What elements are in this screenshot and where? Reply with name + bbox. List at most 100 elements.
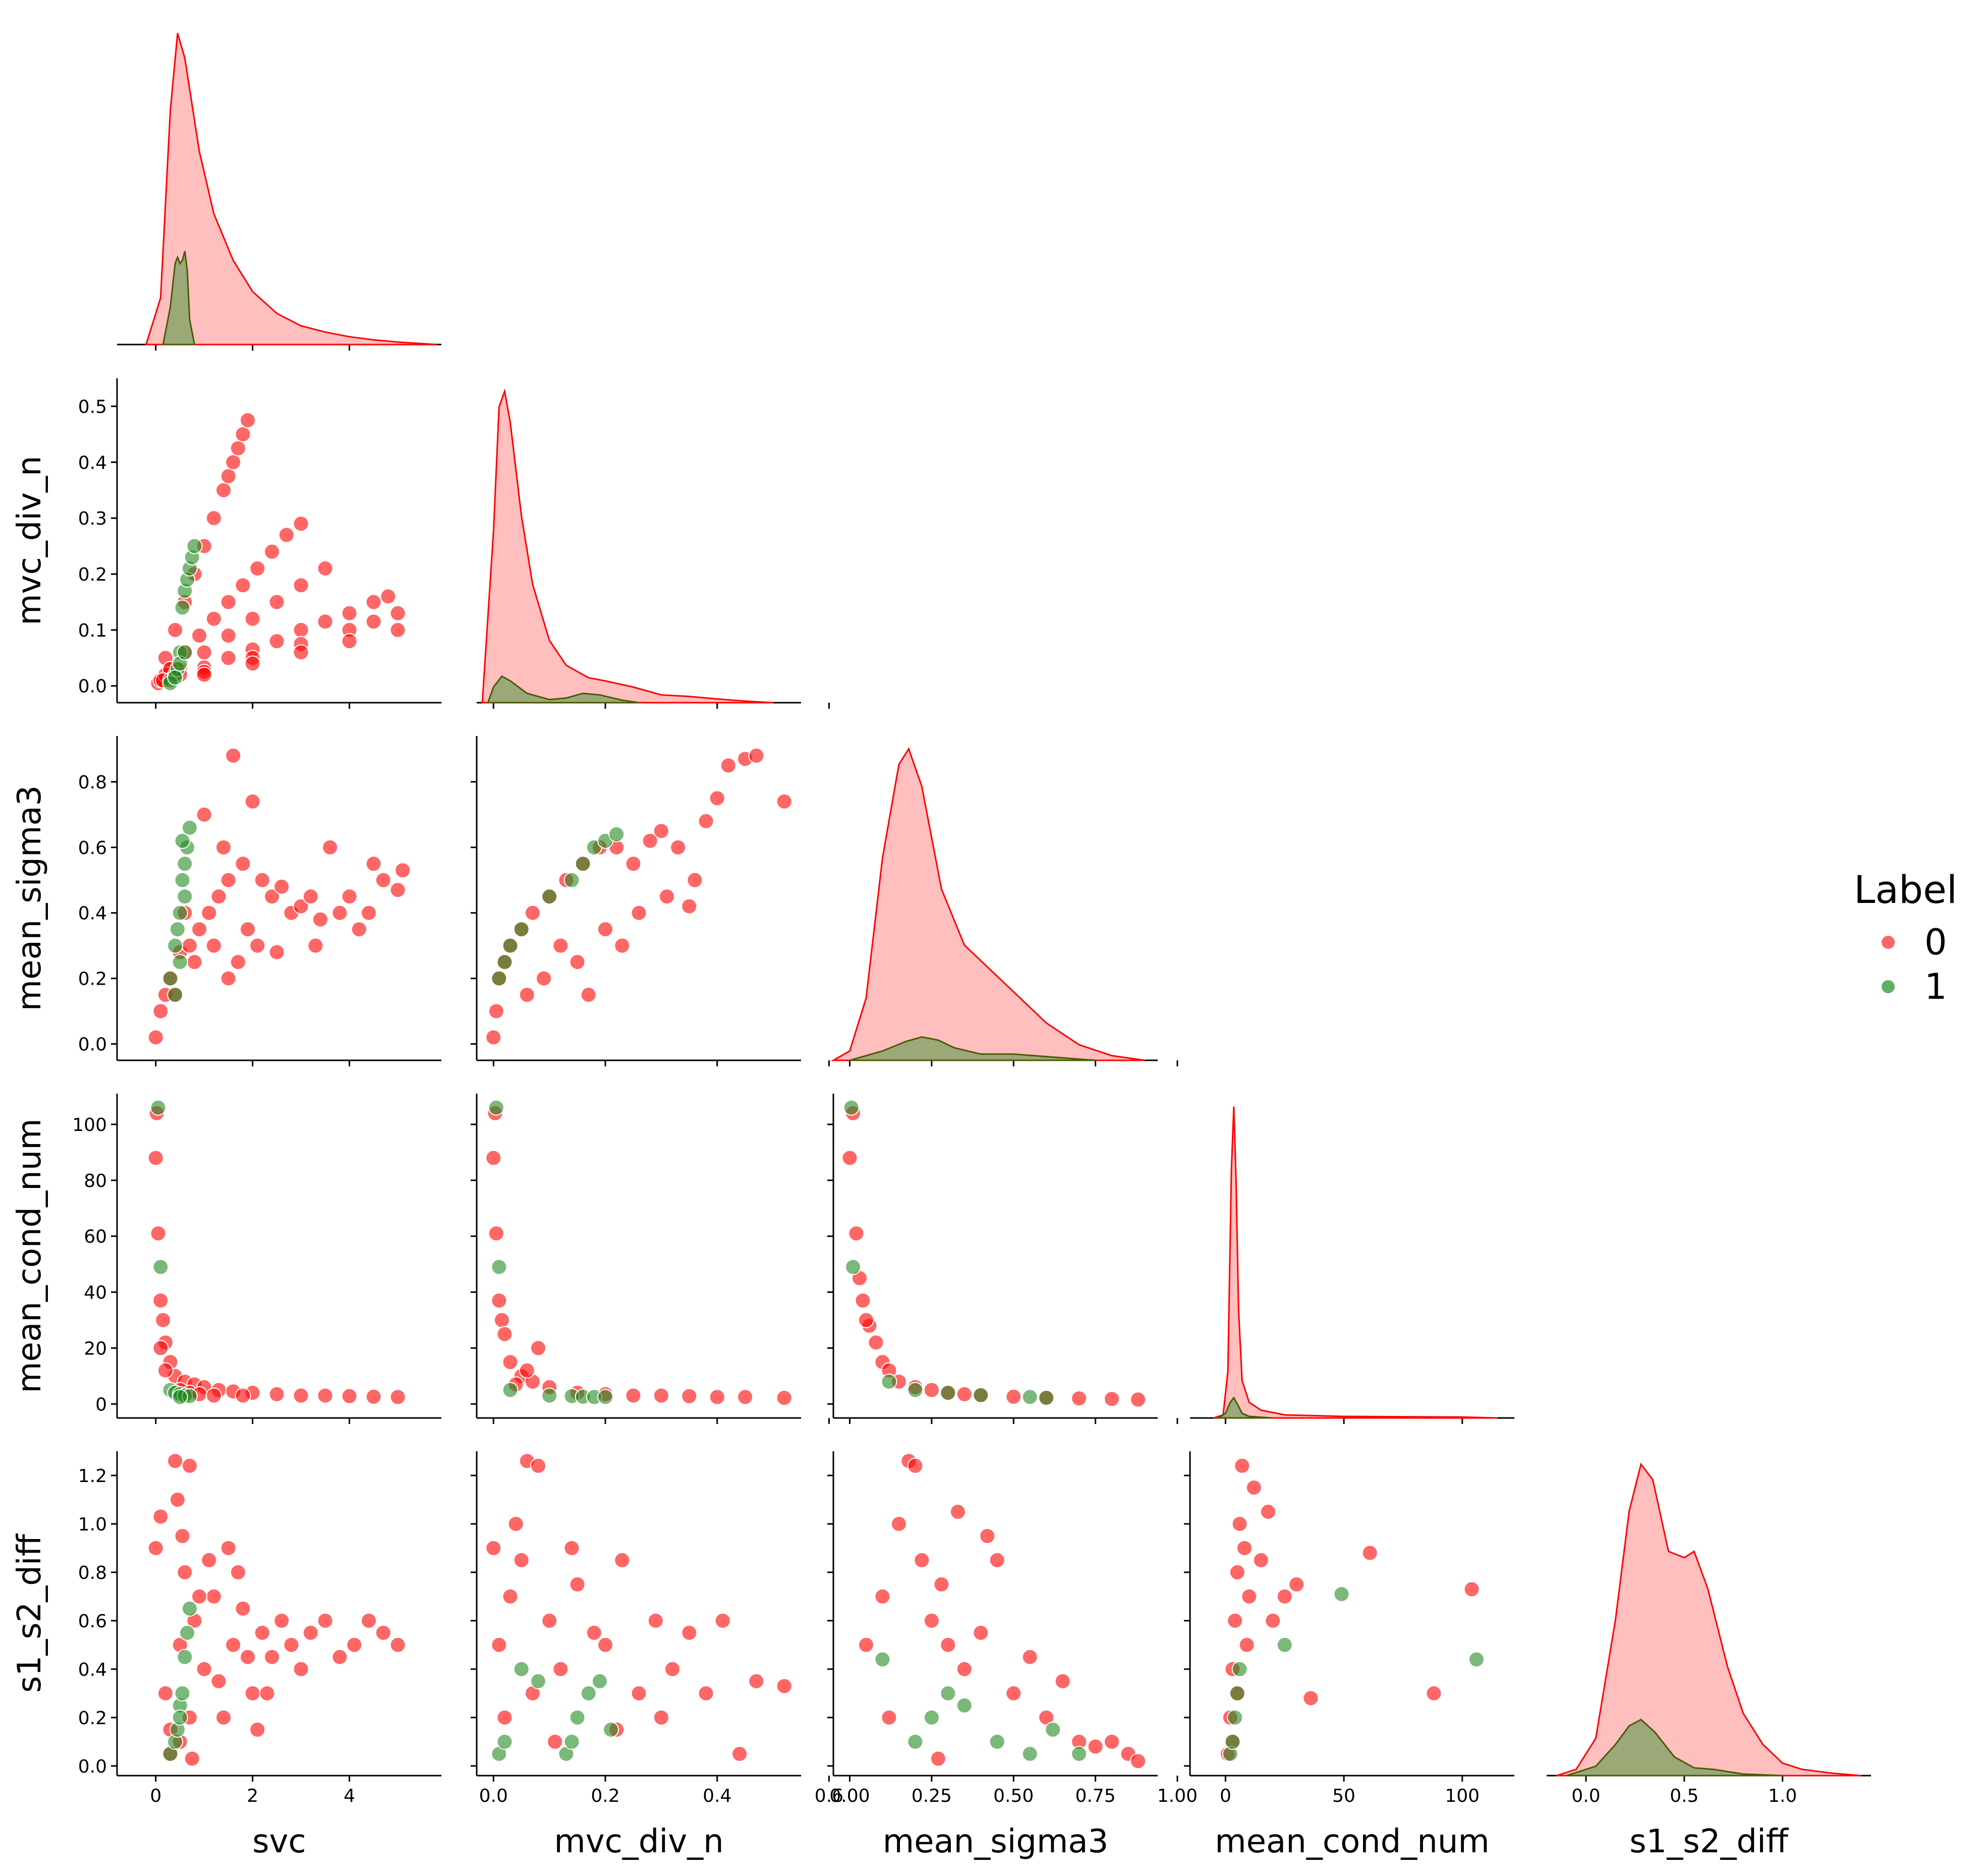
x-tick-label: 0.2 bbox=[591, 1786, 619, 1806]
scatter-point-label-0 bbox=[389, 605, 406, 621]
scatter-point-label-0 bbox=[858, 1636, 874, 1653]
kde-area-label-1 bbox=[849, 1036, 1096, 1061]
scatter-point-label-0 bbox=[614, 937, 631, 954]
scatter-point-label-0 bbox=[201, 1552, 217, 1568]
scatter-point-label-0 bbox=[1463, 1581, 1480, 1598]
y-axis-title-mvc-div-n: mvc_div_n bbox=[11, 456, 48, 625]
scatter-point-label-0 bbox=[169, 1491, 186, 1508]
scatter-point-label-0 bbox=[293, 898, 309, 915]
scatter-point-label-1 bbox=[152, 1259, 169, 1275]
scatter-point-label-1 bbox=[881, 1373, 897, 1390]
scatter-point-label-0 bbox=[254, 872, 270, 888]
scatter-point-label-0 bbox=[317, 560, 333, 577]
scatter-point-label-0 bbox=[979, 1527, 996, 1544]
y-tick-label: 0.1 bbox=[78, 620, 107, 641]
kde-area-label-1 bbox=[487, 675, 639, 704]
y-tick-label: 0.4 bbox=[78, 452, 107, 473]
y-tick-label: 0.4 bbox=[78, 1660, 107, 1680]
y-tick-label: 0.0 bbox=[78, 676, 107, 697]
scatter-point-label-0 bbox=[776, 793, 792, 810]
kde-area-label-0 bbox=[145, 33, 437, 346]
scatter-point-label-0 bbox=[698, 1685, 714, 1701]
scatter-point-label-0 bbox=[488, 1225, 504, 1242]
x-tick-label: 2 bbox=[247, 1786, 258, 1806]
scatter-point-label-0 bbox=[341, 633, 358, 650]
scatter-point-label-0 bbox=[293, 1661, 309, 1677]
scatter-point-label-1 bbox=[167, 669, 184, 686]
scatter-point-label-0 bbox=[361, 1612, 377, 1629]
scatter-point-label-1 bbox=[1231, 1661, 1248, 1677]
scatter-point-label-0 bbox=[748, 1673, 765, 1689]
scatter-point-label-0 bbox=[940, 1636, 956, 1653]
scatter-point-label-0 bbox=[670, 839, 687, 856]
scatter-point-label-0 bbox=[205, 937, 222, 954]
scatter-point-label-0 bbox=[647, 1612, 664, 1629]
scatter-point-label-1 bbox=[179, 1624, 196, 1641]
scatter-point-label-0 bbox=[210, 1673, 227, 1689]
y-tick-label: 0.0 bbox=[78, 1035, 107, 1055]
scatter-point-label-0 bbox=[394, 862, 411, 879]
scatter-point-label-0 bbox=[989, 1552, 1005, 1568]
scatter-point-label-0 bbox=[293, 577, 309, 594]
scatter-point-label-0 bbox=[949, 1503, 966, 1520]
scatter-point-label-0 bbox=[552, 1661, 569, 1677]
scatter-point-label-0 bbox=[687, 872, 703, 888]
scatter-point-label-0 bbox=[152, 1340, 169, 1356]
scatter-point-label-0 bbox=[681, 898, 698, 915]
scatter-point-label-0 bbox=[225, 747, 242, 764]
kde-area-label-0 bbox=[1556, 1462, 1861, 1777]
scatter-point-label-1 bbox=[1276, 1636, 1293, 1653]
scatter-point-label-0 bbox=[244, 793, 261, 810]
legend-marker-1 bbox=[1882, 980, 1895, 993]
y-tick-label: 1.0 bbox=[78, 1514, 107, 1535]
legend: Label 0 1 bbox=[1854, 867, 1957, 1007]
scatter-point-label-0 bbox=[524, 904, 541, 921]
scatter-point-label-0 bbox=[225, 1636, 242, 1653]
scatter-point-label-1 bbox=[488, 1099, 504, 1116]
scatter-point-label-1 bbox=[167, 937, 184, 954]
scatter-point-label-0 bbox=[776, 1390, 792, 1406]
scatter-point-label-1 bbox=[513, 921, 530, 938]
scatter-point-label-1 bbox=[597, 1389, 613, 1405]
scatter-point-label-0 bbox=[244, 655, 261, 672]
scatter-point-label-0 bbox=[365, 1388, 382, 1405]
scatter-point-label-0 bbox=[220, 650, 237, 666]
scatter-point-label-1 bbox=[563, 872, 580, 888]
x-tick-label: 0 bbox=[1220, 1786, 1231, 1806]
scatter-point-label-0 bbox=[191, 921, 208, 938]
y-tick-label: 0.5 bbox=[78, 396, 107, 417]
scatter-point-label-0 bbox=[597, 921, 613, 938]
scatter-point-label-1 bbox=[172, 1709, 188, 1726]
scatter-point-label-0 bbox=[569, 1576, 586, 1593]
y-tick-label: 0.2 bbox=[78, 969, 107, 990]
kde-area-label-0 bbox=[481, 388, 773, 704]
x-tick-label: 1.00 bbox=[1157, 1786, 1198, 1806]
scatter-point-label-0 bbox=[485, 1150, 502, 1166]
scatter-point-label-1 bbox=[496, 954, 513, 971]
pairplot-panels: 0.0 0.5 1.00.00.10.20.30.40.50.00.20.40.60… bbox=[72, 33, 1871, 1806]
scatter-point-label-0 bbox=[147, 1540, 164, 1556]
scatter-point-label-0 bbox=[317, 1387, 333, 1404]
y-tick-label: 100 bbox=[72, 1115, 107, 1135]
scatter-point-label-0 bbox=[914, 1552, 930, 1568]
scatter-point-label-0 bbox=[731, 1745, 748, 1762]
y-tick-label: 0.6 bbox=[78, 838, 107, 859]
scatter-point-label-0 bbox=[215, 839, 232, 856]
kde-panel-mean-cond-num bbox=[1190, 1106, 1514, 1424]
scatter-point-label-0 bbox=[196, 806, 212, 823]
scatter-point-label-0 bbox=[220, 594, 237, 610]
scatter-point-label-0 bbox=[317, 613, 333, 630]
legend-label-1: 1 bbox=[1924, 966, 1947, 1007]
x-axis-title-svc: svc bbox=[252, 1823, 306, 1860]
y-tick-label: 0.4 bbox=[78, 903, 107, 924]
scatter-point-label-0 bbox=[597, 1636, 613, 1653]
scatter-point-label-1 bbox=[591, 1673, 608, 1689]
y-tick-label: 40 bbox=[84, 1283, 107, 1303]
scatter-point-label-1 bbox=[956, 1697, 973, 1714]
y-tick-label: 0.8 bbox=[78, 772, 107, 793]
scatter-point-label-0 bbox=[1362, 1545, 1378, 1561]
scatter-point-label-0 bbox=[259, 1685, 275, 1701]
x-axis-title-mvc-div-n: mvc_div_n bbox=[554, 1823, 723, 1860]
scatter-point-label-1 bbox=[1229, 1685, 1245, 1701]
scatter-point-label-0 bbox=[1241, 1588, 1258, 1605]
